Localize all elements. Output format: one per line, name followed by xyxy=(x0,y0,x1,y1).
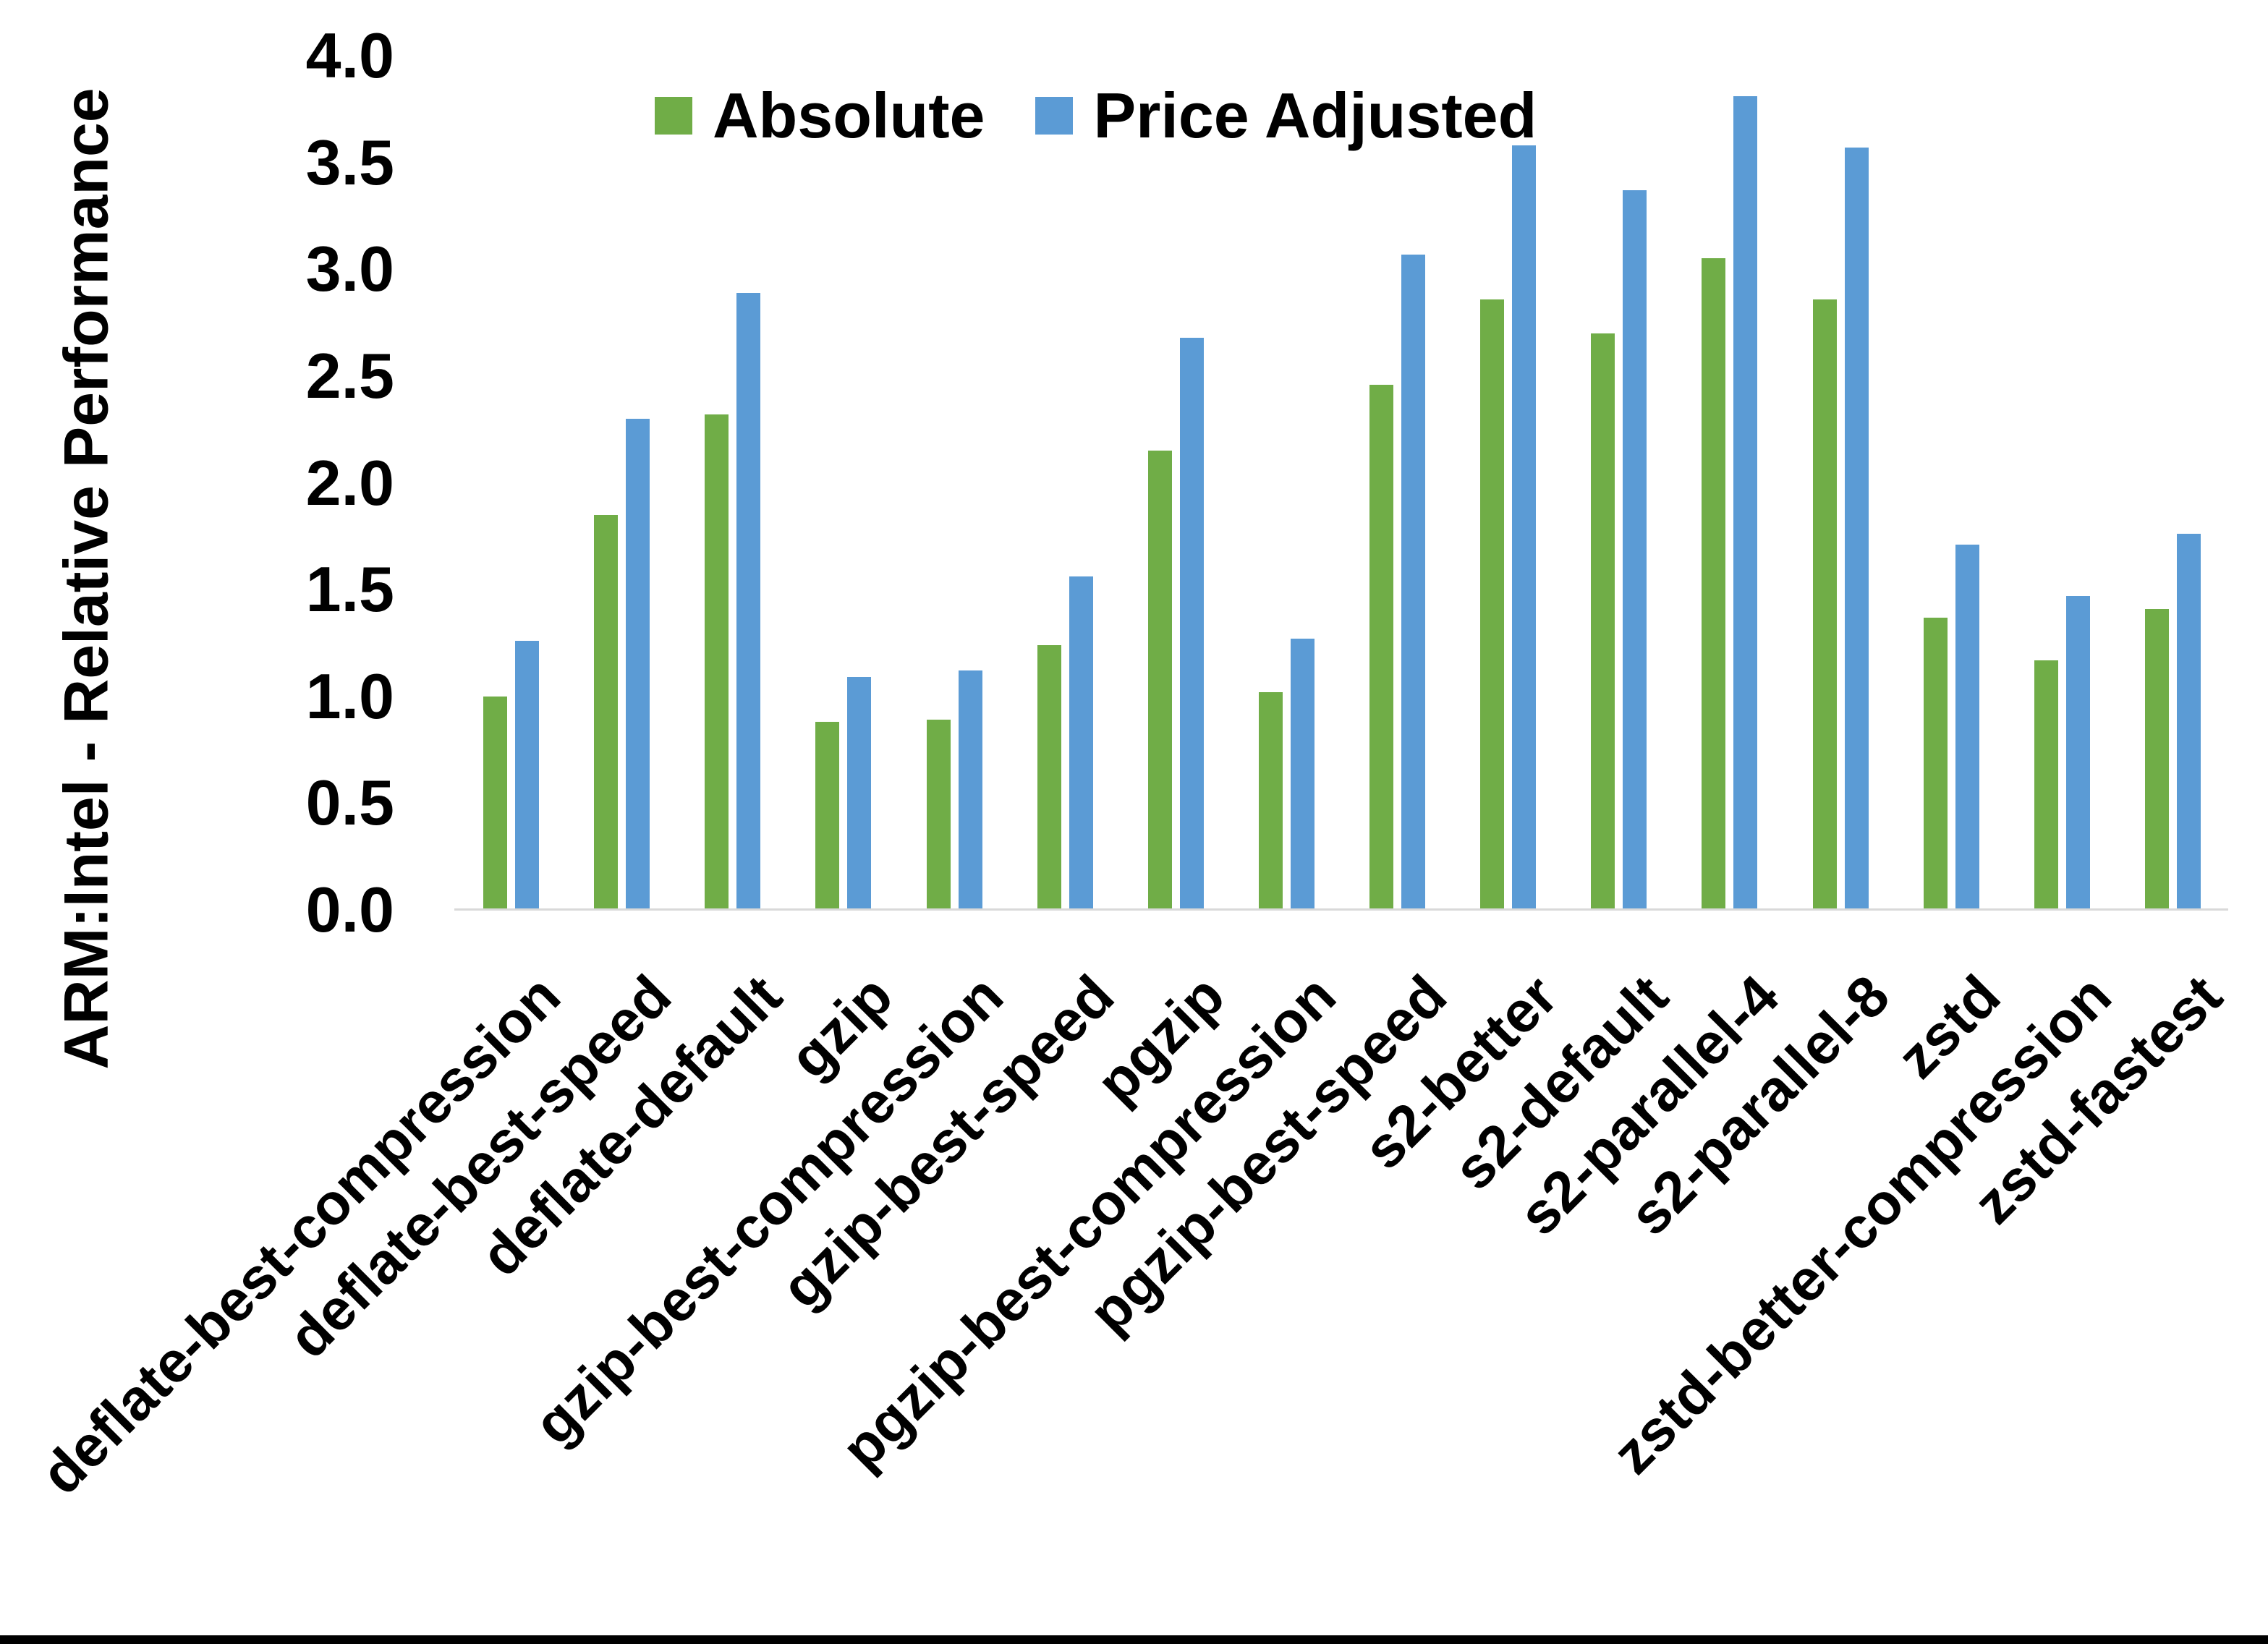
bar-price-adjusted-gzip-best-compression xyxy=(958,670,982,910)
y-tick-label: 3.5 xyxy=(305,126,394,198)
bar-price-adjusted-s2-better xyxy=(1512,145,1537,910)
bar-absolute-s2-parallel-4 xyxy=(1702,258,1726,910)
bar-absolute-deflate-best-compression xyxy=(483,696,507,910)
bar-absolute-s2-parallel-8 xyxy=(1812,299,1837,910)
bar-price-adjusted-zstd-better-compression xyxy=(2065,595,2090,910)
bar-price-adjusted-gzip-best-speed xyxy=(1069,576,1093,910)
bar-price-adjusted-deflate-best-compression xyxy=(515,640,539,910)
y-tick-label: 2.0 xyxy=(305,446,394,519)
x-axis-line xyxy=(454,908,2228,911)
y-tick-label: 0.0 xyxy=(305,874,394,945)
bar-price-adjusted-gzip xyxy=(847,677,872,910)
bar-absolute-zstd-fastest xyxy=(2144,608,2169,910)
legend-swatch-price-adjusted xyxy=(1035,97,1074,135)
bar-absolute-gzip xyxy=(815,722,840,910)
bottom-border xyxy=(0,1635,2268,1644)
bar-absolute-s2-default xyxy=(1591,333,1615,910)
bar-price-adjusted-deflate-best-speed xyxy=(626,418,650,910)
legend-label-absolute: Absolute xyxy=(713,80,985,151)
y-axis-title: ARM:Intel - Relative Performance xyxy=(51,88,122,1070)
bar-absolute-deflate-best-speed xyxy=(594,514,619,910)
bar-absolute-gzip-best-speed xyxy=(1037,644,1061,910)
bar-price-adjusted-pgzip-best-speed xyxy=(1401,254,1425,910)
y-tick-label: 0.5 xyxy=(305,767,394,839)
bar-price-adjusted-pgzip xyxy=(1179,337,1204,910)
bar-absolute-s2-better xyxy=(1480,299,1505,910)
y-tick-label: 2.5 xyxy=(305,339,394,412)
legend: Absolute Price Adjusted xyxy=(655,78,1537,153)
bar-absolute-pgzip xyxy=(1147,451,1172,910)
y-tick-label: 1.5 xyxy=(305,553,394,626)
bar-absolute-zstd-better-compression xyxy=(2034,660,2058,910)
bar-price-adjusted-pgzip-best-compression xyxy=(1290,639,1314,910)
y-tick-label: 4.0 xyxy=(305,20,394,91)
bar-price-adjusted-s2-default xyxy=(1623,190,1647,910)
bar-price-adjusted-s2-parallel-8 xyxy=(1844,147,1869,910)
bar-price-adjusted-zstd-fastest xyxy=(2176,534,2201,910)
bar-absolute-pgzip-best-speed xyxy=(1369,384,1393,910)
legend-swatch-absolute xyxy=(655,97,692,135)
bar-absolute-deflate-default xyxy=(705,414,729,910)
bar-price-adjusted-deflate-default xyxy=(736,292,761,910)
bar-absolute-pgzip-best-compression xyxy=(1258,691,1283,910)
y-tick-label: 1.0 xyxy=(305,660,394,732)
bar-absolute-gzip-best-compression xyxy=(926,720,951,910)
y-tick-label: 3.0 xyxy=(305,233,394,305)
bar-absolute-zstd xyxy=(1923,617,1948,910)
bar-price-adjusted-zstd xyxy=(1955,545,1979,910)
legend-label-price-adjusted: Price Adjusted xyxy=(1093,80,1537,151)
bar-price-adjusted-s2-parallel-4 xyxy=(1733,96,1758,910)
